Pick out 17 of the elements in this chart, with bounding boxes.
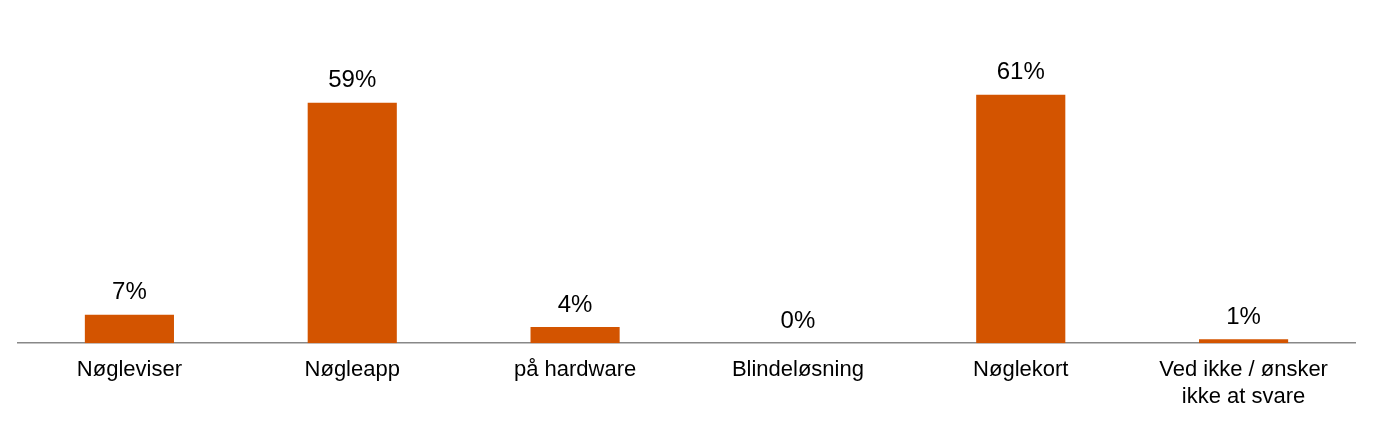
x-tick-label: Blindeløsning	[731, 356, 864, 382]
bar	[976, 94, 1066, 344]
x-tick-label: Nøgleapp	[304, 356, 400, 382]
data-label: 4%	[557, 289, 593, 317]
bar	[307, 102, 397, 344]
x-tick-label: Nøglekort	[973, 356, 1069, 382]
x-tick-label: på hardware	[513, 356, 637, 382]
bar	[1199, 339, 1289, 344]
data-label: 59%	[328, 65, 377, 93]
data-label: 1%	[1226, 301, 1261, 329]
x-tick-label: Nøgleviser	[76, 356, 182, 382]
bar	[530, 326, 620, 344]
data-label: 7%	[112, 277, 147, 305]
x-tick-label: Ved ikke / ønsker ikke at svare	[1159, 356, 1328, 408]
data-label: 0%	[780, 305, 816, 333]
bar	[84, 314, 174, 344]
data-label: 61%	[996, 57, 1045, 85]
